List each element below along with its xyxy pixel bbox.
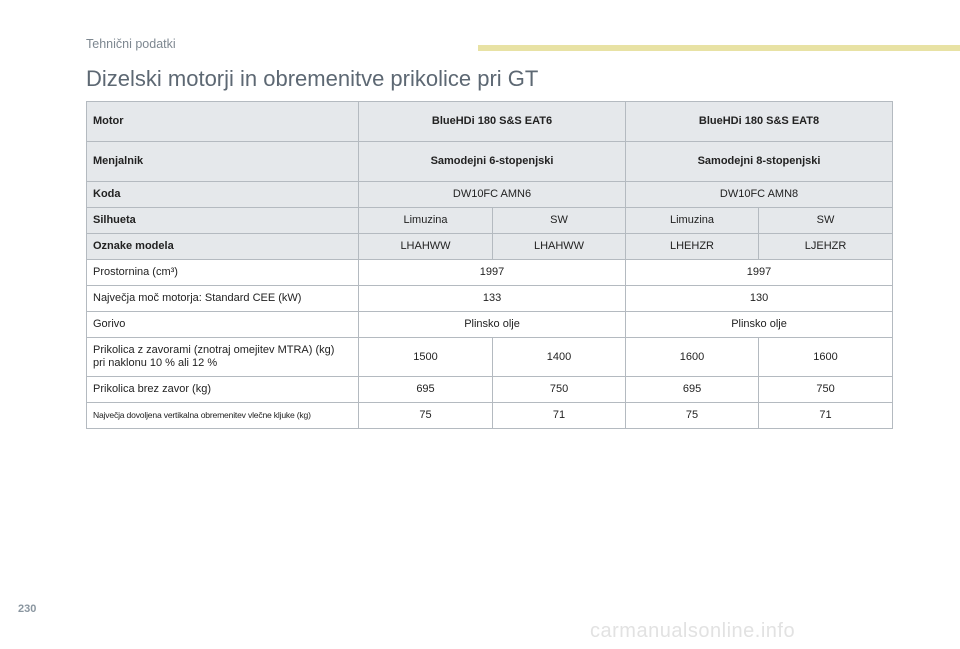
table-row-koda: Koda DW10FC AMN6 DW10FC AMN8 — [86, 181, 894, 208]
table-cell: LHEHZR — [625, 233, 760, 260]
watermark: carmanualsonline.info — [590, 620, 796, 642]
row-label: Silhueta — [86, 207, 359, 234]
table-cell: 71 — [491, 402, 627, 429]
table-cell: BlueHDi 180 S&S EAT8 — [625, 101, 894, 142]
table-row-prikolica-brez-zavor: Prikolica brez zavor (kg) 695 750 695 75… — [86, 376, 894, 403]
table-cell: Limuzina — [358, 207, 493, 234]
table-cell: LHAHWW — [358, 233, 493, 260]
page-number: 230 — [18, 603, 37, 615]
row-label: Oznake modela — [86, 233, 359, 260]
table-cell: DW10FC AMN6 — [357, 181, 627, 208]
table-cell: BlueHDi 180 S&S EAT6 — [357, 101, 627, 142]
table-cell: Limuzina — [625, 207, 760, 234]
engine-spec-table: Motor BlueHDi 180 S&S EAT6 BlueHDi 180 S… — [86, 101, 894, 429]
table-cell: 695 — [625, 376, 760, 403]
table-cell: SW — [758, 207, 894, 234]
table-cell: 75 — [625, 402, 760, 429]
table-cell: 750 — [758, 376, 894, 403]
table-cell: 1997 — [625, 259, 894, 286]
table-row-vertikalna-obremenitev: Največja dovoljena vertikalna obremenite… — [86, 402, 894, 429]
table-row-gorivo: Gorivo Plinsko olje Plinsko olje — [86, 311, 894, 338]
row-label: Motor — [86, 101, 359, 142]
table-cell: 130 — [625, 285, 894, 312]
table-cell: 695 — [358, 376, 493, 403]
section-label: Tehnični podatki — [86, 37, 176, 51]
table-cell: 1400 — [491, 337, 627, 377]
table-row-menjalnik: Menjalnik Samodejni 6-stopenjski Samodej… — [86, 141, 894, 182]
table-row-prikolica-z-zavorami: Prikolica z zavorami (znotraj omejitev M… — [86, 337, 894, 377]
table-cell: Plinsko olje — [357, 311, 627, 338]
table-cell: 1600 — [758, 337, 894, 377]
row-label-line-2: pri naklonu 10 % ali 12 % — [93, 357, 218, 369]
table-cell: 133 — [357, 285, 627, 312]
row-label: Gorivo — [86, 311, 359, 338]
row-label-line-1: Prikolica z zavorami (znotraj omejitev M… — [93, 344, 335, 356]
table-cell: 1500 — [358, 337, 493, 377]
table-row-prostornina: Prostornina (cm³) 1997 1997 — [86, 259, 894, 286]
row-label: Menjalnik — [86, 141, 359, 182]
table-row-motor: Motor BlueHDi 180 S&S EAT6 BlueHDi 180 S… — [86, 101, 894, 142]
section-bar — [478, 45, 960, 51]
table-cell: Samodejni 8-stopenjski — [625, 141, 894, 182]
row-label: Prikolica z zavorami (znotraj omejitev M… — [86, 337, 359, 377]
table-cell: DW10FC AMN8 — [625, 181, 894, 208]
table-cell: LJEHZR — [758, 233, 894, 260]
row-label: Koda — [86, 181, 359, 208]
row-label: Največja moč motorja: Standard CEE (kW) — [86, 285, 359, 312]
row-label: Prikolica brez zavor (kg) — [86, 376, 359, 403]
page-title: Dizelski motorji in obremenitve prikolic… — [86, 66, 539, 91]
table-cell: Plinsko olje — [625, 311, 894, 338]
table-row-silhueta: Silhueta Limuzina SW Limuzina SW — [86, 207, 894, 234]
table-row-moc: Največja moč motorja: Standard CEE (kW) … — [86, 285, 894, 312]
table-cell: Samodejni 6-stopenjski — [357, 141, 627, 182]
table-cell: 75 — [358, 402, 493, 429]
row-label: Največja dovoljena vertikalna obremenite… — [86, 402, 359, 429]
table-cell: 750 — [491, 376, 627, 403]
row-label: Prostornina (cm³) — [86, 259, 359, 286]
table-row-oznake-modela: Oznake modela LHAHWW LHAHWW LHEHZR LJEHZ… — [86, 233, 894, 260]
table-cell: LHAHWW — [491, 233, 627, 260]
table-cell: 1997 — [357, 259, 627, 286]
table-cell: 1600 — [625, 337, 760, 377]
table-cell: 71 — [758, 402, 894, 429]
table-cell: SW — [491, 207, 627, 234]
